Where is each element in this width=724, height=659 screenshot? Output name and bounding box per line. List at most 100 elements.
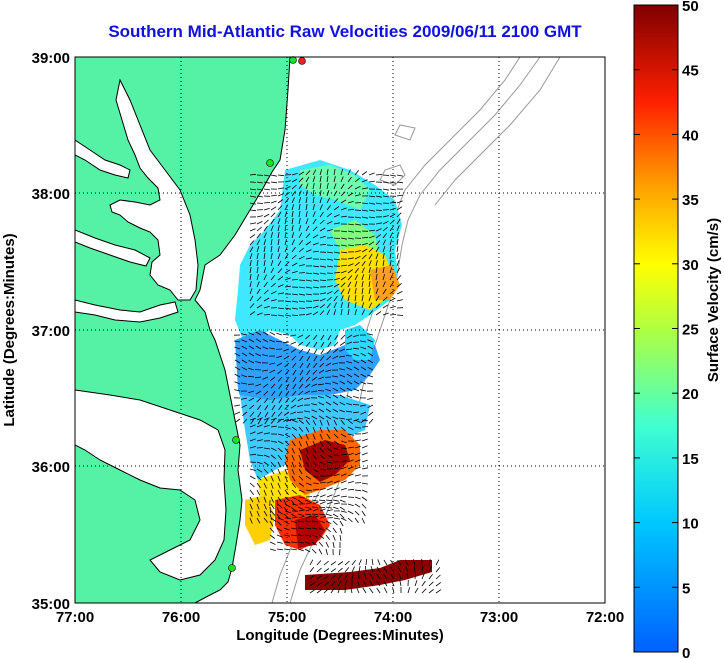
velocity-arrow xyxy=(389,213,396,218)
velocity-arrow xyxy=(256,246,260,253)
velocity-arrow xyxy=(327,341,332,348)
velocity-arrow xyxy=(292,383,297,390)
velocity-arrow xyxy=(305,341,311,347)
velocity-arrow xyxy=(312,311,319,316)
velocity-arrow xyxy=(319,235,326,239)
velocity-arrow xyxy=(382,220,389,225)
velocity-arrow xyxy=(312,488,320,491)
velocity-arrow xyxy=(256,195,263,198)
velocity-arrow xyxy=(270,454,276,460)
velocity-arrow xyxy=(263,475,268,482)
velocity-arrow xyxy=(360,411,367,415)
velocity-arrow xyxy=(284,261,290,267)
velocity-arrow xyxy=(269,527,275,533)
velocity-arrow xyxy=(367,382,374,385)
velocity-arrow xyxy=(396,253,399,260)
velocity-arrow xyxy=(351,559,356,566)
velocity-arrow xyxy=(345,410,353,413)
velocity-arrow xyxy=(333,494,340,498)
velocity-arrow xyxy=(298,183,303,190)
velocity-arrow xyxy=(269,513,273,520)
velocity-arrow xyxy=(347,446,354,449)
velocity-arrow xyxy=(382,174,390,176)
velocity-arrow xyxy=(249,482,255,488)
x-tick-label: 73:00 xyxy=(480,609,518,626)
velocity-arrow xyxy=(389,281,394,288)
velocity-arrow xyxy=(284,404,290,410)
velocity-arrow xyxy=(249,228,256,232)
velocity-arrow xyxy=(305,454,310,461)
velocity-arrow xyxy=(332,362,339,365)
velocity-arrow xyxy=(298,211,301,218)
velocity-arrow xyxy=(249,417,256,421)
velocity-arrow xyxy=(249,202,256,205)
velocity-arrow xyxy=(311,506,319,509)
velocity-arrow xyxy=(354,510,360,516)
velocity-arrow xyxy=(298,279,306,281)
velocity-arrow xyxy=(340,302,343,309)
velocity-arrow xyxy=(248,338,255,343)
velocity-arrow xyxy=(256,482,261,489)
velocity-arrow xyxy=(312,211,316,218)
velocity-arrow xyxy=(347,209,355,211)
velocity-arrow xyxy=(340,510,347,513)
velocity-arrow xyxy=(332,394,339,399)
velocity-arrow xyxy=(375,246,380,253)
velocity-arrow xyxy=(234,352,241,357)
velocity-arrow xyxy=(284,180,291,183)
velocity-arrow xyxy=(325,362,332,367)
velocity-arrow xyxy=(319,272,326,275)
colorbar-tick-label: 20 xyxy=(682,386,699,403)
y-tick-label: 39:00 xyxy=(32,50,70,67)
velocity-arrow xyxy=(361,452,368,456)
velocity-arrow xyxy=(333,289,339,295)
velocity-arrow xyxy=(291,270,298,274)
velocity-arrow xyxy=(347,192,354,197)
velocity-arrow xyxy=(298,468,303,475)
velocity-arrow xyxy=(284,510,291,514)
velocity-arrow xyxy=(278,397,283,404)
velocity-arrow xyxy=(326,309,331,316)
velocity-arrow xyxy=(292,362,297,369)
station-marker-red xyxy=(298,57,306,65)
velocity-arrow xyxy=(421,573,425,580)
velocity-arrow xyxy=(382,246,386,253)
velocity-arrow xyxy=(361,438,368,442)
velocity-arrow xyxy=(283,520,290,525)
velocity-arrow xyxy=(361,309,365,316)
velocity-arrow xyxy=(306,369,311,376)
velocity-arrow xyxy=(311,403,318,406)
velocity-arrow xyxy=(382,195,389,198)
velocity-arrow xyxy=(382,267,385,274)
velocity-arrow xyxy=(326,461,333,464)
velocity-arrow xyxy=(305,334,311,340)
velocity-arrow xyxy=(291,426,298,431)
grid-lines xyxy=(75,57,605,603)
velocity-arrow xyxy=(312,419,317,426)
velocity-arrow xyxy=(305,468,311,474)
velocity-arrow xyxy=(340,440,347,444)
velocity-arrow xyxy=(340,282,346,288)
velocity-arrow xyxy=(382,253,385,260)
velocity-arrow xyxy=(354,261,360,267)
velocity-arrow xyxy=(361,419,368,422)
velocity-arrow xyxy=(249,446,256,449)
velocity-arrow xyxy=(340,169,343,176)
velocity-arrow xyxy=(333,302,337,309)
velocity-arrow xyxy=(332,408,339,413)
velocity-arrow xyxy=(340,270,347,274)
velocity-arrow xyxy=(312,286,320,289)
velocity-arrow xyxy=(354,288,357,295)
velocity-arrow xyxy=(333,426,338,433)
velocity-arrow xyxy=(375,281,378,288)
velocity-arrow xyxy=(241,404,248,409)
velocity-arrow xyxy=(389,297,396,302)
velocity-arrow xyxy=(428,588,434,594)
velocity-arrow xyxy=(297,506,304,510)
velocity-arrow xyxy=(382,260,385,267)
velocity-arrow xyxy=(298,204,301,211)
velocity-arrow xyxy=(255,383,262,387)
velocity-arrow xyxy=(298,440,302,447)
velocity-arrow xyxy=(285,397,290,404)
velocity-arrow xyxy=(325,382,332,385)
